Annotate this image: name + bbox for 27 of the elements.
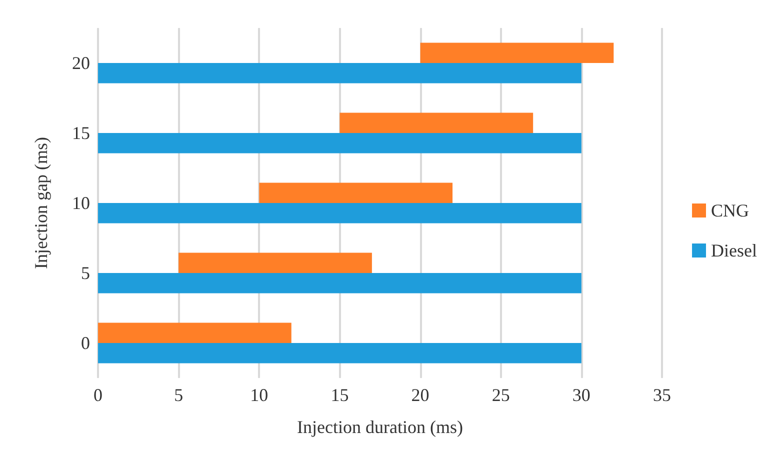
legend-label: CNG: [711, 200, 750, 220]
y-tick-label: 10: [72, 193, 90, 213]
bar: [98, 322, 292, 343]
bar: [178, 252, 372, 273]
legend-label: Diesel: [711, 240, 757, 260]
x-tick-label: 10: [250, 385, 268, 405]
x-tick-label: 0: [94, 385, 102, 405]
bar: [98, 203, 582, 224]
bar: [98, 133, 582, 154]
x-tick-label: 5: [174, 385, 184, 405]
bar: [420, 42, 614, 63]
x-tick-label: 20: [411, 385, 430, 405]
bar: [98, 343, 582, 364]
y-tick-label: 15: [72, 123, 90, 143]
bar: [340, 112, 534, 133]
x-tick-label: 15: [330, 385, 349, 405]
x-tick-label: 35: [653, 385, 671, 405]
x-axis-title: Injection duration (ms): [297, 417, 463, 437]
bar: [259, 182, 453, 203]
x-tick-label: 30: [572, 385, 590, 405]
y-tick-label: 20: [72, 53, 90, 73]
y-tick-label: 5: [81, 263, 90, 283]
bar: [98, 63, 582, 84]
y-axis-title: Injection gap (ms): [31, 137, 51, 269]
y-tick-label: 0: [81, 333, 90, 353]
x-tick-label: 25: [492, 385, 510, 405]
bar: [98, 273, 582, 294]
